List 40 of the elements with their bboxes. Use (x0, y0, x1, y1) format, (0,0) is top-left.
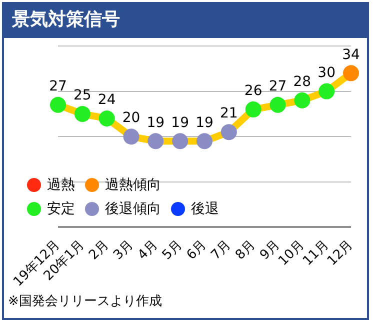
x-tick-label: 6月 (184, 237, 210, 263)
data-label: 20 (122, 110, 140, 126)
chart-title: 景気対策信号 (2, 2, 369, 38)
data-label: 26 (244, 83, 262, 100)
data-label: 28 (293, 74, 312, 90)
data-label: 27 (268, 78, 287, 95)
point (148, 133, 164, 150)
data-label: 21 (220, 106, 238, 122)
x-tick-label: 4月 (135, 237, 161, 263)
point (74, 106, 90, 122)
data-label: 25 (74, 88, 92, 104)
x-tick-label: 5月 (160, 237, 186, 263)
data-label: 19 (196, 114, 214, 131)
legend-label: 過熱 (47, 176, 75, 194)
text: ※国発会リリースより作成 (8, 293, 162, 310)
x-tick-label: 7月 (208, 237, 234, 263)
point (172, 133, 188, 150)
point (245, 101, 262, 118)
x-tick-label: 3月 (110, 237, 136, 263)
point (50, 96, 66, 113)
legend-label: 安定 (47, 200, 75, 218)
x-tick-label: 8月 (232, 237, 259, 263)
point (220, 124, 237, 140)
point (270, 96, 286, 113)
point (294, 92, 310, 108)
point (196, 133, 212, 150)
point (98, 110, 115, 126)
legend-label: 後退傾向 (105, 200, 161, 218)
point (123, 128, 140, 145)
data-label: 27 (49, 78, 67, 95)
legend-label: 後退 (191, 200, 219, 218)
data-label: 19 (146, 114, 165, 131)
data-label: 24 (98, 92, 116, 108)
x-tick-label: 2月 (86, 237, 112, 263)
data-label: 34 (342, 46, 360, 63)
data-label: 19 (171, 114, 189, 131)
point (318, 83, 335, 100)
legend-label: 過熱傾向 (105, 176, 161, 194)
data-label: 30 (318, 64, 336, 81)
point (343, 65, 359, 82)
